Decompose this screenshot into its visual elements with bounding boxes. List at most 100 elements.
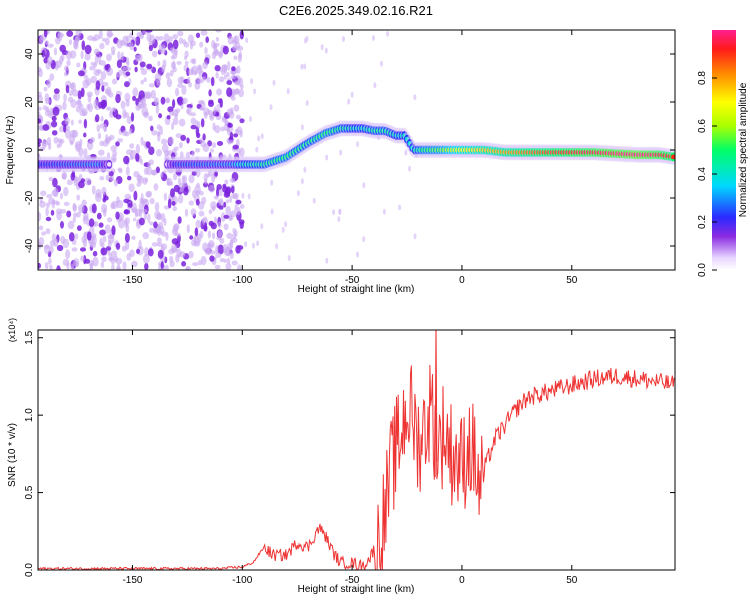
- noise-speck: [227, 139, 234, 144]
- noise-speck: [136, 181, 142, 187]
- noise-speck: [192, 58, 197, 65]
- colorbar-tick-label: 0.4: [697, 167, 708, 181]
- noise-speck: [85, 77, 92, 86]
- noise-speck: [239, 221, 244, 229]
- noise-speck: [178, 118, 186, 127]
- noise-speck: [216, 187, 219, 198]
- noise-speck: [260, 133, 264, 140]
- noise-speck: [43, 57, 49, 64]
- y-tick-label: 1.0: [24, 408, 35, 422]
- noise-speck: [108, 170, 114, 177]
- noise-speck: [225, 199, 230, 204]
- noise-speck: [79, 247, 87, 252]
- noise-speck: [80, 255, 85, 262]
- noise-speck: [226, 80, 233, 86]
- noise-speck: [232, 88, 240, 95]
- noise-speck: [148, 146, 155, 155]
- noise-speck: [238, 88, 245, 98]
- noise-speck: [188, 250, 194, 259]
- noise-speck: [240, 84, 244, 90]
- x-tick-label: 0: [459, 275, 465, 286]
- noise-speck: [98, 30, 103, 40]
- noise-speck: [218, 204, 224, 210]
- noise-speck: [78, 180, 85, 189]
- noise-speck: [176, 96, 183, 104]
- noise-speck: [172, 66, 177, 73]
- snr-axis-ticks: -150 -100 -50 0 50 0.0 0.5 1.0 1.5: [24, 330, 675, 586]
- noise-speck: [189, 235, 194, 240]
- noise-speck: [86, 140, 94, 151]
- noise-speck: [174, 113, 178, 119]
- noise-speck: [53, 88, 60, 94]
- noise-speck: [63, 124, 67, 133]
- noise-speck: [239, 204, 245, 209]
- colorbar-label: Normalized spectral amplitude: [738, 82, 749, 217]
- noise-speck: [65, 249, 71, 260]
- noise-speck: [217, 230, 222, 238]
- noise-speck: [215, 36, 219, 42]
- snr-plot-frame: [37, 329, 676, 571]
- noise-speck: [275, 243, 279, 250]
- noise-speck: [339, 149, 343, 156]
- spectrogram-x-axis-label: Height of straight line (km): [298, 284, 415, 295]
- noise-speck: [195, 32, 201, 38]
- noise-speck: [106, 53, 112, 62]
- noise-speck: [94, 221, 99, 227]
- noise-speck: [99, 176, 105, 181]
- noise-speck: [150, 125, 154, 132]
- noise-speck: [157, 60, 161, 67]
- noise-speck: [76, 62, 81, 68]
- noise-speck: [110, 256, 116, 265]
- noise-speck: [80, 87, 85, 98]
- noise-speck: [253, 88, 257, 95]
- noise-speck: [204, 47, 208, 55]
- noise-speck: [92, 256, 99, 267]
- noise-speck: [166, 78, 173, 88]
- noise-speck: [68, 39, 73, 45]
- noise-speck: [102, 99, 108, 108]
- noise-speck: [98, 222, 104, 228]
- noise-speck: [104, 89, 111, 95]
- noise-speck: [110, 145, 117, 152]
- noise-speck: [191, 150, 195, 157]
- noise-speck: [107, 239, 112, 248]
- noise-speck: [202, 61, 208, 70]
- noise-speck: [230, 95, 236, 101]
- noise-speck: [232, 192, 239, 200]
- noise-speck: [67, 220, 75, 230]
- noise-speck: [139, 158, 143, 165]
- noise-speck: [48, 257, 52, 265]
- noise-speck: [219, 258, 225, 263]
- y-tick-label: 0: [24, 147, 35, 153]
- noise-speck: [199, 106, 205, 111]
- noise-speck: [300, 124, 304, 131]
- noise-speck: [90, 61, 96, 66]
- noise-speck: [145, 30, 153, 33]
- noise-speck: [198, 79, 204, 84]
- noise-speck: [138, 217, 145, 226]
- noise-speck: [62, 258, 70, 266]
- noise-speck: [72, 202, 77, 211]
- noise-speck: [408, 165, 412, 172]
- noise-speck: [81, 235, 87, 244]
- noise-speck: [223, 223, 229, 231]
- colorbar-tick-label: 0.6: [697, 119, 708, 133]
- noise-speck: [91, 37, 97, 42]
- noise-speck: [68, 232, 75, 242]
- noise-speck: [170, 244, 178, 253]
- noise-speck: [123, 198, 130, 204]
- spectrogram-heat-layer: [38, 30, 675, 270]
- noise-speck: [93, 48, 100, 55]
- noise-speck: [239, 147, 245, 158]
- noise-speck: [160, 261, 164, 269]
- noise-speck: [157, 132, 161, 142]
- noise-speck: [116, 266, 121, 270]
- noise-speck: [147, 213, 151, 223]
- noise-speck: [135, 143, 141, 154]
- noise-speck: [38, 95, 43, 103]
- noise-speck: [223, 258, 227, 263]
- noise-speck: [101, 241, 105, 248]
- noise-speck: [66, 210, 72, 218]
- noise-speck: [362, 182, 366, 189]
